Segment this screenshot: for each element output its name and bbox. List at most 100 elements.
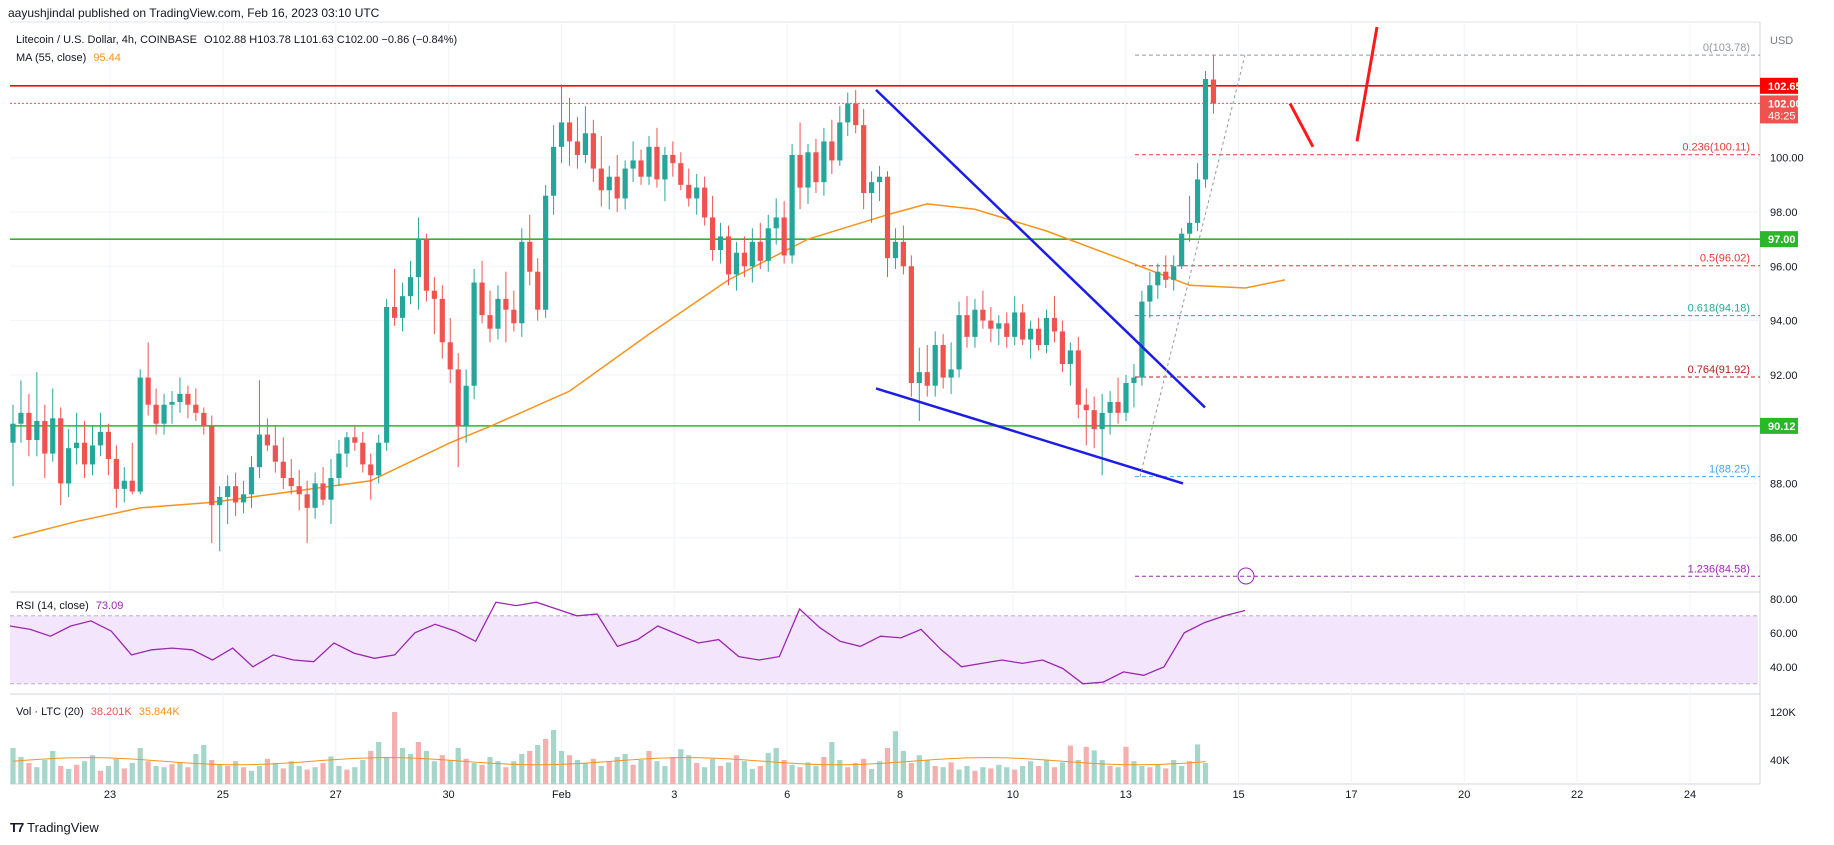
volume-bar [1020, 766, 1026, 784]
candle-body [566, 122, 573, 142]
volume-bar [781, 760, 787, 784]
candle-body [797, 155, 803, 188]
volume-axis-label: 120K [1770, 707, 1796, 719]
symbol-legend[interactable]: Litecoin / U.S. Dollar, 4h, COINBASE O10… [16, 34, 457, 46]
volume-bar [81, 761, 88, 784]
candle-body [1139, 301, 1145, 378]
volume-bar [352, 767, 358, 784]
volume-bar [710, 758, 716, 784]
candle-body [702, 187, 708, 218]
ohlc-values: O102.88 H103.78 L101.63 C102.00 −0.86 (−… [204, 34, 458, 46]
volume-legend[interactable]: Vol · LTC (20) 38.201K 35.844K [16, 706, 180, 718]
volume-bar [551, 730, 557, 784]
candle-body [670, 155, 676, 164]
volume-bar [431, 761, 437, 784]
candle-body [1187, 222, 1193, 234]
volume-bar [66, 769, 72, 784]
volume-bar [304, 769, 310, 784]
volume-bar [487, 757, 493, 784]
candle-body [916, 372, 922, 383]
candle-body [1028, 328, 1034, 340]
trendline-lower [875, 387, 1184, 485]
tradingview-brand[interactable]: T7 TradingView [10, 820, 99, 835]
candle-body [336, 453, 342, 478]
candle-body [590, 133, 596, 169]
volume-bar [813, 766, 819, 784]
candle-body [10, 423, 16, 443]
candle-body [423, 239, 429, 291]
volume-bar [1194, 744, 1201, 784]
candle-body [495, 298, 501, 329]
candle-body [463, 385, 469, 427]
candle-body [996, 323, 1002, 329]
volume-bar [972, 770, 978, 784]
volume-bar [344, 769, 350, 784]
volume-bar [694, 763, 700, 784]
volume-bar [145, 761, 151, 784]
volume-bar [1012, 769, 1018, 784]
projection-arrow [1288, 102, 1315, 148]
volume-bar [662, 766, 668, 784]
volume-bar [193, 754, 199, 784]
volume-bar [511, 761, 517, 784]
tradingview-logo-icon: T7 [10, 820, 24, 835]
candle-body [384, 307, 390, 443]
candle-body [861, 125, 867, 193]
volume-bar [1187, 761, 1193, 784]
candle-body [1115, 402, 1121, 413]
candle-body [654, 146, 660, 180]
candle-body [66, 448, 72, 484]
candle-body [137, 377, 143, 492]
volume-bar [566, 755, 573, 784]
candle-body [487, 315, 493, 329]
brand-label: TradingView [27, 820, 99, 835]
time-axis-label: 22 [1571, 789, 1583, 801]
volume-bar [1004, 767, 1010, 784]
candle-body [217, 497, 223, 506]
candle-body [58, 418, 64, 484]
volume-bar [861, 758, 867, 784]
time-axis-label: 24 [1684, 789, 1696, 801]
volume-bar [1035, 766, 1042, 784]
candle-body [1107, 402, 1113, 413]
volume-bar [18, 757, 24, 784]
candle-body [1147, 285, 1153, 302]
time-axis-label: 23 [104, 789, 116, 801]
volume-bar [678, 749, 684, 784]
volume-bar [924, 760, 930, 784]
candle-body [678, 163, 684, 185]
volume-bar [558, 751, 565, 784]
price-axis-badge-label: 102.00 [1768, 98, 1802, 110]
publisher-line: aayushjindal published on TradingView.co… [8, 6, 380, 20]
volume-bar [336, 766, 342, 784]
candle-body [272, 445, 278, 462]
price-axis-badge [1760, 417, 1798, 434]
candle-body [129, 480, 135, 492]
candle-body [113, 459, 119, 489]
price-axis-badge-label: 90.12 [1768, 421, 1796, 433]
candle-body [733, 252, 740, 275]
candle-body [177, 393, 183, 402]
volume-bar [1051, 767, 1058, 784]
candle-body [296, 486, 302, 495]
volume-bar [940, 767, 946, 784]
volume-bar [201, 745, 207, 784]
candle-body [948, 369, 954, 378]
candle-body [415, 239, 422, 278]
fibonacci-level-label: 1.236(84.58) [1688, 563, 1750, 575]
rsi-band [10, 615, 1758, 684]
chart-svg[interactable]: 23 25 27 30 Feb 3 6 8 10 13 15 17 20 22 24 86.00 88.00 90… [0, 0, 1834, 820]
volume-bar [439, 755, 445, 784]
rsi-legend[interactable]: RSI (14, close) 73.09 [16, 600, 123, 612]
currency-label: USD [1770, 35, 1793, 47]
candle-body [884, 176, 891, 259]
candle-body [1059, 331, 1065, 364]
time-axis-label: 25 [217, 789, 229, 801]
volume-axis-label: 40K [1770, 755, 1790, 767]
ma-legend[interactable]: MA (55, close) 95.44 [16, 52, 121, 64]
volume-bar [1202, 763, 1209, 784]
volume-label: Vol · LTC (20) [16, 706, 84, 718]
volume-bar [256, 766, 263, 784]
candle-body [431, 290, 437, 299]
price-axis-badge [1760, 77, 1798, 94]
